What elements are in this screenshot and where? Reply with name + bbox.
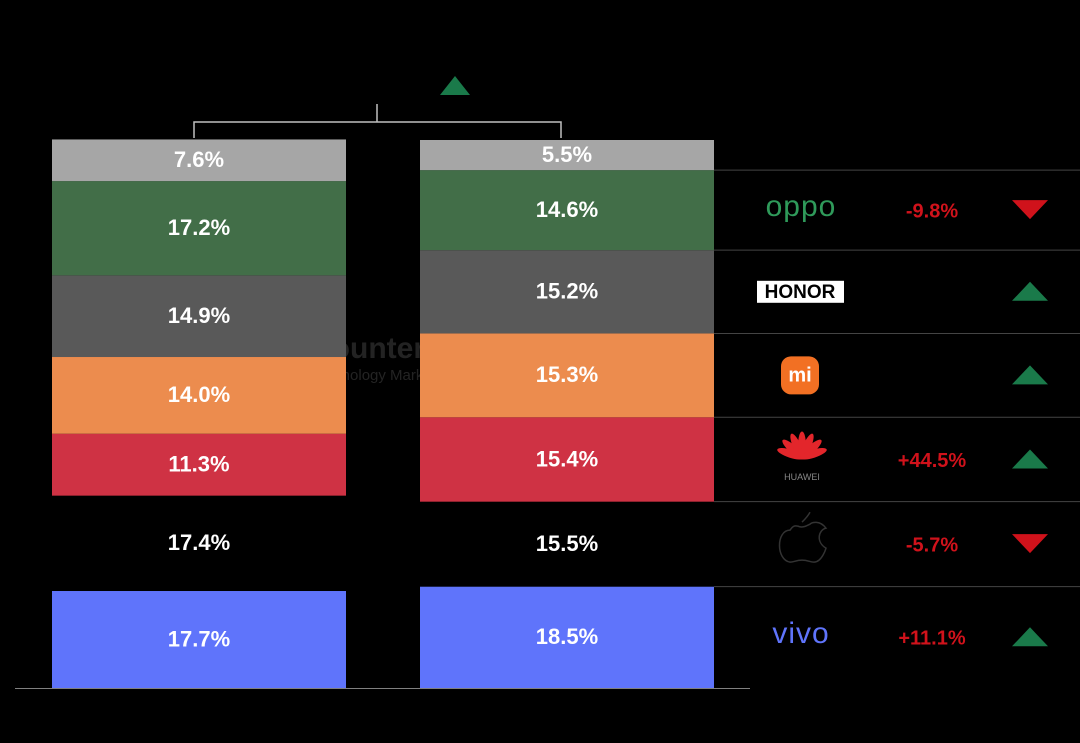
bar-segment xyxy=(420,140,714,171)
bar-segment xyxy=(52,591,346,688)
value-label: 14.9% xyxy=(168,303,230,328)
change-label: +44.5% xyxy=(898,450,967,472)
brand-logo xyxy=(757,280,844,303)
value-label: 14.0% xyxy=(168,382,230,407)
value-label: 15.5% xyxy=(536,531,598,556)
bar-segment xyxy=(420,417,714,502)
value-label: 15.4% xyxy=(536,446,598,471)
change-label: -9.8% xyxy=(906,200,958,222)
brand-name: HONOR xyxy=(765,282,836,303)
brand-logo xyxy=(778,511,828,563)
bar-segment xyxy=(420,501,714,587)
value-label: 17.2% xyxy=(168,215,230,240)
brand-logo xyxy=(781,356,819,395)
brand-logo xyxy=(800,448,827,460)
trend-arrow xyxy=(440,76,470,95)
trend-arrow xyxy=(1012,534,1048,554)
value-label: 15.2% xyxy=(536,279,598,304)
brand-name: mi xyxy=(788,365,811,387)
value-label: 18.5% xyxy=(536,624,598,649)
change-label: -5.7% xyxy=(906,534,958,556)
bar-segment xyxy=(52,275,346,358)
bar-segment xyxy=(52,495,346,592)
bar-segment xyxy=(420,586,714,688)
trend-arrow xyxy=(1012,281,1048,301)
brand-name: oppo xyxy=(766,190,837,223)
brand-name: HUAWEI xyxy=(784,472,820,482)
bar-segment xyxy=(420,250,714,334)
value-label: 5.5% xyxy=(542,142,592,167)
bracket xyxy=(193,104,562,138)
value-label: 11.3% xyxy=(168,452,229,477)
brand-name: vivo xyxy=(772,617,829,650)
bar-segment xyxy=(420,333,714,418)
change-label: +11.1% xyxy=(898,628,966,650)
bar-segment xyxy=(52,357,346,434)
trend-arrow xyxy=(1012,627,1048,647)
value-label: 7.6% xyxy=(174,147,224,172)
trend-arrow xyxy=(1012,449,1048,469)
value-label: 15.3% xyxy=(536,362,598,387)
bar-segment xyxy=(420,170,714,251)
bar-segment xyxy=(52,433,346,496)
value-label: 17.4% xyxy=(168,530,230,555)
trend-arrow xyxy=(1012,365,1048,385)
bracket-line xyxy=(193,104,562,138)
value-label: 17.7% xyxy=(168,626,230,651)
value-label: 14.6% xyxy=(536,197,598,222)
trend-arrow xyxy=(1012,200,1048,220)
bar-segment xyxy=(52,181,346,276)
bar-segment xyxy=(52,139,346,182)
